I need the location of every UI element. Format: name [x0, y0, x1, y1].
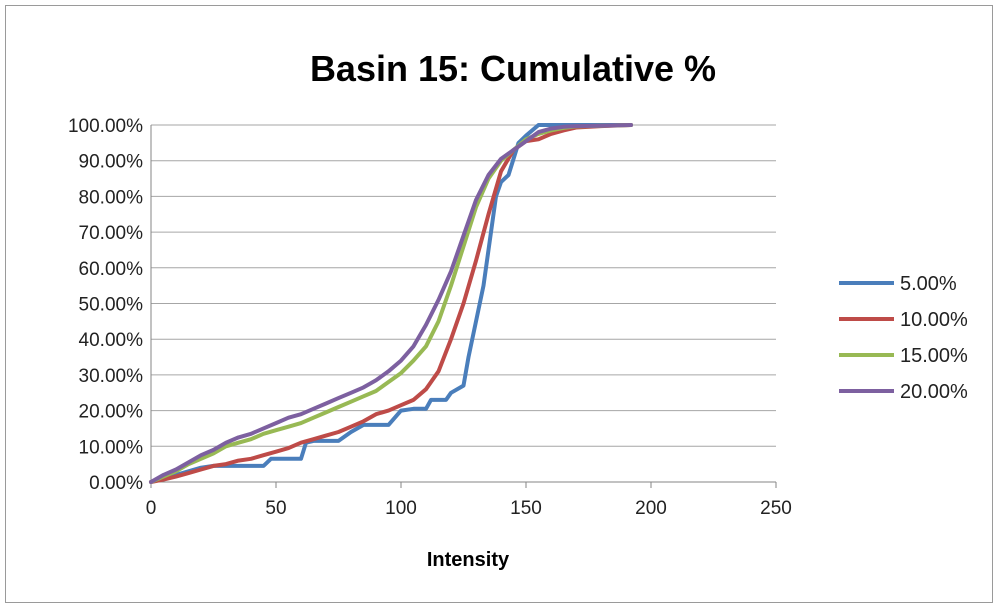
x-tick-label: 150: [510, 498, 542, 519]
chart-frame: Basin 15: Cumulative % 0.00% 10.00% 20.00%…: [5, 5, 993, 603]
series-line-4: [149, 123, 633, 484]
x-tick-label: 50: [265, 498, 286, 519]
y-tick-label: 90.00%: [79, 152, 144, 173]
x-tick-label: 0: [146, 498, 157, 519]
y-tick-label: 30.00%: [79, 366, 144, 387]
series-line-1: [149, 123, 633, 484]
y-tick-label: 100.00%: [68, 116, 143, 137]
legend: 5.00% 10.00% 15.00% 20.00%: [839, 273, 968, 403]
legend-label: 5.00%: [900, 273, 957, 295]
y-tick-label: 20.00%: [79, 402, 144, 423]
y-tick-label: 40.00%: [79, 330, 144, 351]
x-tick-label: 200: [635, 498, 667, 519]
chart-title: Basin 15: Cumulative %: [310, 48, 716, 89]
x-tick-label: 250: [760, 498, 792, 519]
y-tick-label: 10.00%: [79, 437, 144, 458]
y-tick-label: 0.00%: [89, 473, 143, 494]
x-axis-title: Intensity: [427, 549, 510, 571]
chart-svg: Basin 15: Cumulative % 0.00% 10.00% 20.00%…: [68, 48, 968, 571]
x-tick-label: 100: [385, 498, 417, 519]
y-tick-label: 70.00%: [79, 223, 144, 244]
series-lines: [149, 123, 633, 484]
legend-label: 10.00%: [900, 309, 968, 331]
y-tick-label: 60.00%: [79, 259, 144, 280]
legend-label: 15.00%: [900, 345, 968, 367]
legend-label: 20.00%: [900, 381, 968, 403]
y-tick-label: 80.00%: [79, 187, 144, 208]
axes: 0.00% 10.00% 20.00% 30.00% 40.00% 50.00% 60.00…: [68, 116, 792, 519]
y-tick-label: 50.00%: [79, 295, 144, 316]
